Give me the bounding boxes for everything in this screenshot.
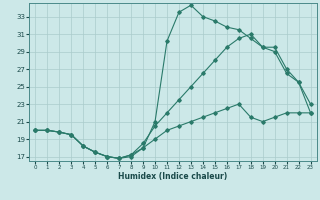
X-axis label: Humidex (Indice chaleur): Humidex (Indice chaleur)	[118, 172, 228, 181]
